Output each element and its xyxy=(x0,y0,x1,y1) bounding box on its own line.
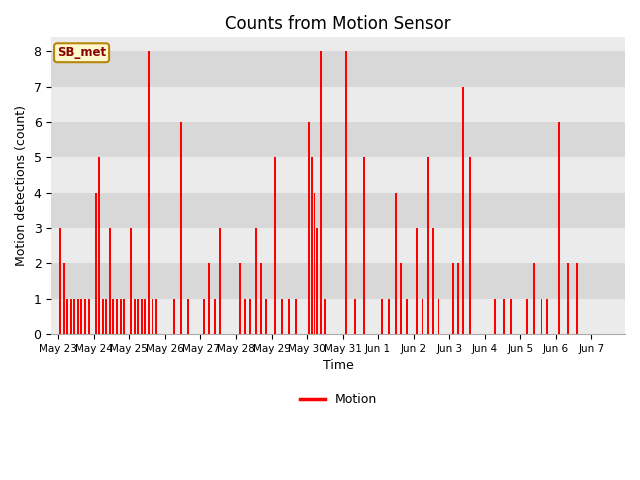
Bar xyxy=(260,264,262,334)
Bar xyxy=(281,299,283,334)
Bar xyxy=(432,228,434,334)
Bar xyxy=(320,51,323,334)
Bar xyxy=(99,157,100,334)
Bar xyxy=(354,299,356,334)
Bar xyxy=(134,299,136,334)
Bar xyxy=(123,299,125,334)
Bar xyxy=(51,264,625,299)
Bar xyxy=(120,299,122,334)
Bar xyxy=(138,299,140,334)
Text: SB_met: SB_met xyxy=(57,46,106,59)
Bar xyxy=(308,122,310,334)
Bar xyxy=(145,299,147,334)
Bar xyxy=(130,228,132,334)
Bar xyxy=(567,264,569,334)
Bar xyxy=(438,299,440,334)
Bar xyxy=(316,228,318,334)
Bar xyxy=(416,228,418,334)
Bar xyxy=(141,299,143,334)
Bar xyxy=(381,299,383,334)
Bar xyxy=(526,299,528,334)
Bar xyxy=(219,228,221,334)
Bar xyxy=(51,51,625,87)
Bar xyxy=(113,299,115,334)
Bar xyxy=(546,299,548,334)
Bar xyxy=(173,299,175,334)
Bar xyxy=(255,228,257,334)
Bar xyxy=(395,193,397,334)
Bar xyxy=(102,299,104,334)
Bar xyxy=(152,299,154,334)
Title: Counts from Motion Sensor: Counts from Motion Sensor xyxy=(225,15,451,33)
Bar xyxy=(288,299,291,334)
Bar xyxy=(462,87,465,334)
Bar xyxy=(77,299,79,334)
Bar xyxy=(406,299,408,334)
Y-axis label: Motion detections (count): Motion detections (count) xyxy=(15,105,28,266)
Bar xyxy=(470,157,472,334)
Bar xyxy=(70,299,72,334)
Bar xyxy=(239,264,241,334)
Bar xyxy=(558,122,560,334)
Bar xyxy=(345,51,347,334)
Bar xyxy=(74,299,76,334)
Bar xyxy=(148,51,150,334)
Bar xyxy=(51,122,625,157)
Bar xyxy=(510,299,512,334)
Bar xyxy=(388,299,390,334)
Bar xyxy=(214,299,216,334)
Bar xyxy=(400,264,402,334)
Bar xyxy=(67,299,68,334)
Bar xyxy=(494,299,496,334)
Bar xyxy=(265,299,267,334)
Bar xyxy=(541,299,543,334)
X-axis label: Time: Time xyxy=(323,360,353,372)
Bar xyxy=(51,299,625,334)
Bar xyxy=(106,299,108,334)
Bar xyxy=(296,299,298,334)
Bar xyxy=(324,299,326,334)
Bar xyxy=(116,299,118,334)
Bar xyxy=(249,299,251,334)
Bar xyxy=(63,264,65,334)
Bar xyxy=(81,299,83,334)
Bar xyxy=(503,299,505,334)
Bar xyxy=(155,299,157,334)
Bar xyxy=(576,264,578,334)
Bar xyxy=(109,228,111,334)
Bar xyxy=(203,299,205,334)
Bar xyxy=(84,299,86,334)
Bar xyxy=(244,299,246,334)
Bar xyxy=(310,157,313,334)
Bar xyxy=(533,264,536,334)
Legend: Motion: Motion xyxy=(294,388,382,411)
Bar xyxy=(363,157,365,334)
Bar xyxy=(452,264,454,334)
Bar xyxy=(427,157,429,334)
Bar xyxy=(95,193,97,334)
Bar xyxy=(51,193,625,228)
Bar xyxy=(51,157,625,193)
Bar xyxy=(180,122,182,334)
Bar xyxy=(88,299,90,334)
Bar xyxy=(187,299,189,334)
Bar xyxy=(51,87,625,122)
Bar xyxy=(314,193,316,334)
Bar xyxy=(422,299,424,334)
Bar xyxy=(59,228,61,334)
Bar xyxy=(274,157,276,334)
Bar xyxy=(457,264,459,334)
Bar xyxy=(51,228,625,264)
Bar xyxy=(209,264,211,334)
